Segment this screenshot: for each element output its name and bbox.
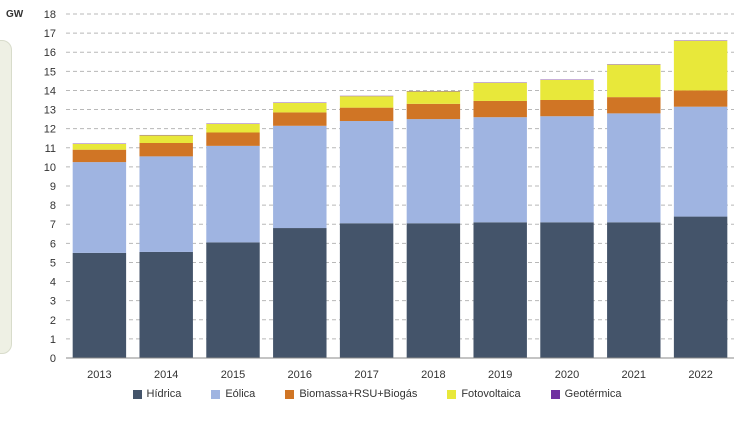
bar-segment-2019-3 bbox=[473, 82, 527, 101]
x-tick-label: 2022 bbox=[688, 369, 712, 381]
bar-segment-2022-0 bbox=[673, 216, 728, 358]
y-axis-unit-label: GW bbox=[6, 9, 24, 20]
legend-item: Fotovoltaica bbox=[447, 388, 521, 400]
bar-segment-2015-0 bbox=[206, 242, 260, 358]
bar-segment-2022-1 bbox=[673, 106, 728, 217]
bar-segment-2018-0 bbox=[406, 223, 461, 358]
bar-segment-2018-2 bbox=[406, 103, 461, 120]
y-tick-label: 11 bbox=[45, 143, 56, 155]
y-tick-label: 0 bbox=[50, 353, 56, 365]
bar-segment-2013-2 bbox=[72, 149, 127, 163]
bar-segment-2020-0 bbox=[540, 222, 594, 358]
bar-segment-2019-1 bbox=[473, 117, 527, 223]
y-tick-label: 16 bbox=[44, 47, 56, 59]
x-tick-label: 2021 bbox=[622, 369, 646, 381]
bar-segment-2019-2 bbox=[473, 100, 527, 118]
y-tick-label: 1 bbox=[50, 334, 56, 346]
y-tick-label: 15 bbox=[44, 66, 56, 78]
y-tick-label: 17 bbox=[44, 28, 56, 40]
bar-segment-2021-3 bbox=[607, 64, 661, 98]
legend-label: Geotérmica bbox=[564, 388, 622, 400]
bar-segment-2017-3 bbox=[339, 96, 394, 108]
bar-segment-2022-3 bbox=[673, 40, 728, 91]
y-tick-label: 13 bbox=[44, 105, 56, 117]
legend-label: Eólica bbox=[225, 388, 256, 400]
legend-swatch bbox=[447, 389, 457, 399]
legend: Hídrica Eólica Biomassa+RSU+Biogás Fotovolt… bbox=[0, 388, 754, 400]
y-tick-label: 8 bbox=[50, 200, 56, 212]
bar-segment-2014-3 bbox=[139, 135, 193, 143]
legend-item: Geotérmica bbox=[550, 388, 622, 400]
y-tick-label: 9 bbox=[50, 181, 56, 193]
legend-item: Hídrica bbox=[132, 388, 182, 400]
y-tick-label: 4 bbox=[50, 277, 56, 289]
y-tick-label: 18 bbox=[44, 9, 56, 21]
y-tick-label: 14 bbox=[44, 85, 56, 97]
legend-swatch bbox=[550, 389, 560, 399]
bar-segment-2018-1 bbox=[406, 119, 461, 224]
bar-segment-2017-2 bbox=[339, 107, 394, 122]
bar-segment-2022-2 bbox=[673, 90, 728, 107]
bar-segment-2021-0 bbox=[607, 222, 661, 358]
bar-segment-2019-0 bbox=[473, 222, 527, 358]
bar-segment-2020-1 bbox=[540, 116, 594, 223]
x-tick-label: 2018 bbox=[421, 369, 445, 381]
y-tick-label: 12 bbox=[44, 124, 56, 136]
bar-segment-2020-2 bbox=[540, 100, 594, 117]
y-tick-label: 10 bbox=[44, 162, 56, 174]
bar-segment-2021-2 bbox=[607, 97, 661, 114]
bars bbox=[72, 40, 728, 358]
legend-label: Biomassa+RSU+Biogás bbox=[299, 388, 418, 400]
bar-segment-2014-1 bbox=[139, 156, 193, 252]
x-tick-label: 2016 bbox=[288, 369, 312, 381]
x-axis-ticks: 2013 2014 2015 2016 2017 2018 2019 2020 2021 2022 bbox=[87, 369, 713, 381]
x-tick-label: 2017 bbox=[354, 369, 378, 381]
y-tick-label: 7 bbox=[50, 219, 56, 231]
bar-segment-2014-0 bbox=[139, 251, 193, 358]
bar-segment-2020-3 bbox=[540, 79, 594, 100]
x-tick-label: 2019 bbox=[488, 369, 512, 381]
legend-item: Biomassa+RSU+Biogás bbox=[285, 388, 417, 400]
legend-label: Fotovoltaica bbox=[461, 388, 521, 400]
y-tick-label: 2 bbox=[50, 315, 56, 327]
bar-segment-2016-3 bbox=[273, 102, 327, 113]
bar-segment-2016-2 bbox=[273, 112, 327, 126]
y-tick-label: 5 bbox=[50, 257, 56, 269]
bar-segment-2015-2 bbox=[206, 132, 260, 146]
x-tick-label: 2013 bbox=[87, 369, 111, 381]
y-tick-label: 6 bbox=[50, 238, 56, 250]
legend-swatch bbox=[285, 389, 295, 399]
bar-segment-2018-3 bbox=[406, 91, 461, 104]
x-tick-label: 2020 bbox=[555, 369, 579, 381]
bar-segment-2016-1 bbox=[273, 125, 327, 229]
bar-segment-2014-2 bbox=[139, 143, 193, 157]
x-tick-label: 2014 bbox=[154, 369, 178, 381]
bar-segment-2017-0 bbox=[339, 223, 394, 358]
bar-segment-2013-0 bbox=[72, 252, 127, 358]
bar-segment-2013-3 bbox=[72, 143, 127, 150]
legend-swatch bbox=[211, 389, 221, 399]
bar-segment-2015-1 bbox=[206, 145, 260, 243]
bar-segment-2017-1 bbox=[339, 121, 394, 224]
x-tick-label: 2015 bbox=[221, 369, 245, 381]
bar-segment-2021-1 bbox=[607, 113, 661, 223]
bar-segment-2015-3 bbox=[206, 123, 260, 133]
legend-label: Hídrica bbox=[146, 388, 182, 400]
y-tick-label: 3 bbox=[50, 296, 56, 308]
bar-segment-2013-1 bbox=[72, 162, 127, 253]
bar-segment-2016-0 bbox=[273, 228, 327, 358]
legend-swatch bbox=[132, 389, 142, 399]
legend-item: Eólica bbox=[211, 388, 255, 400]
